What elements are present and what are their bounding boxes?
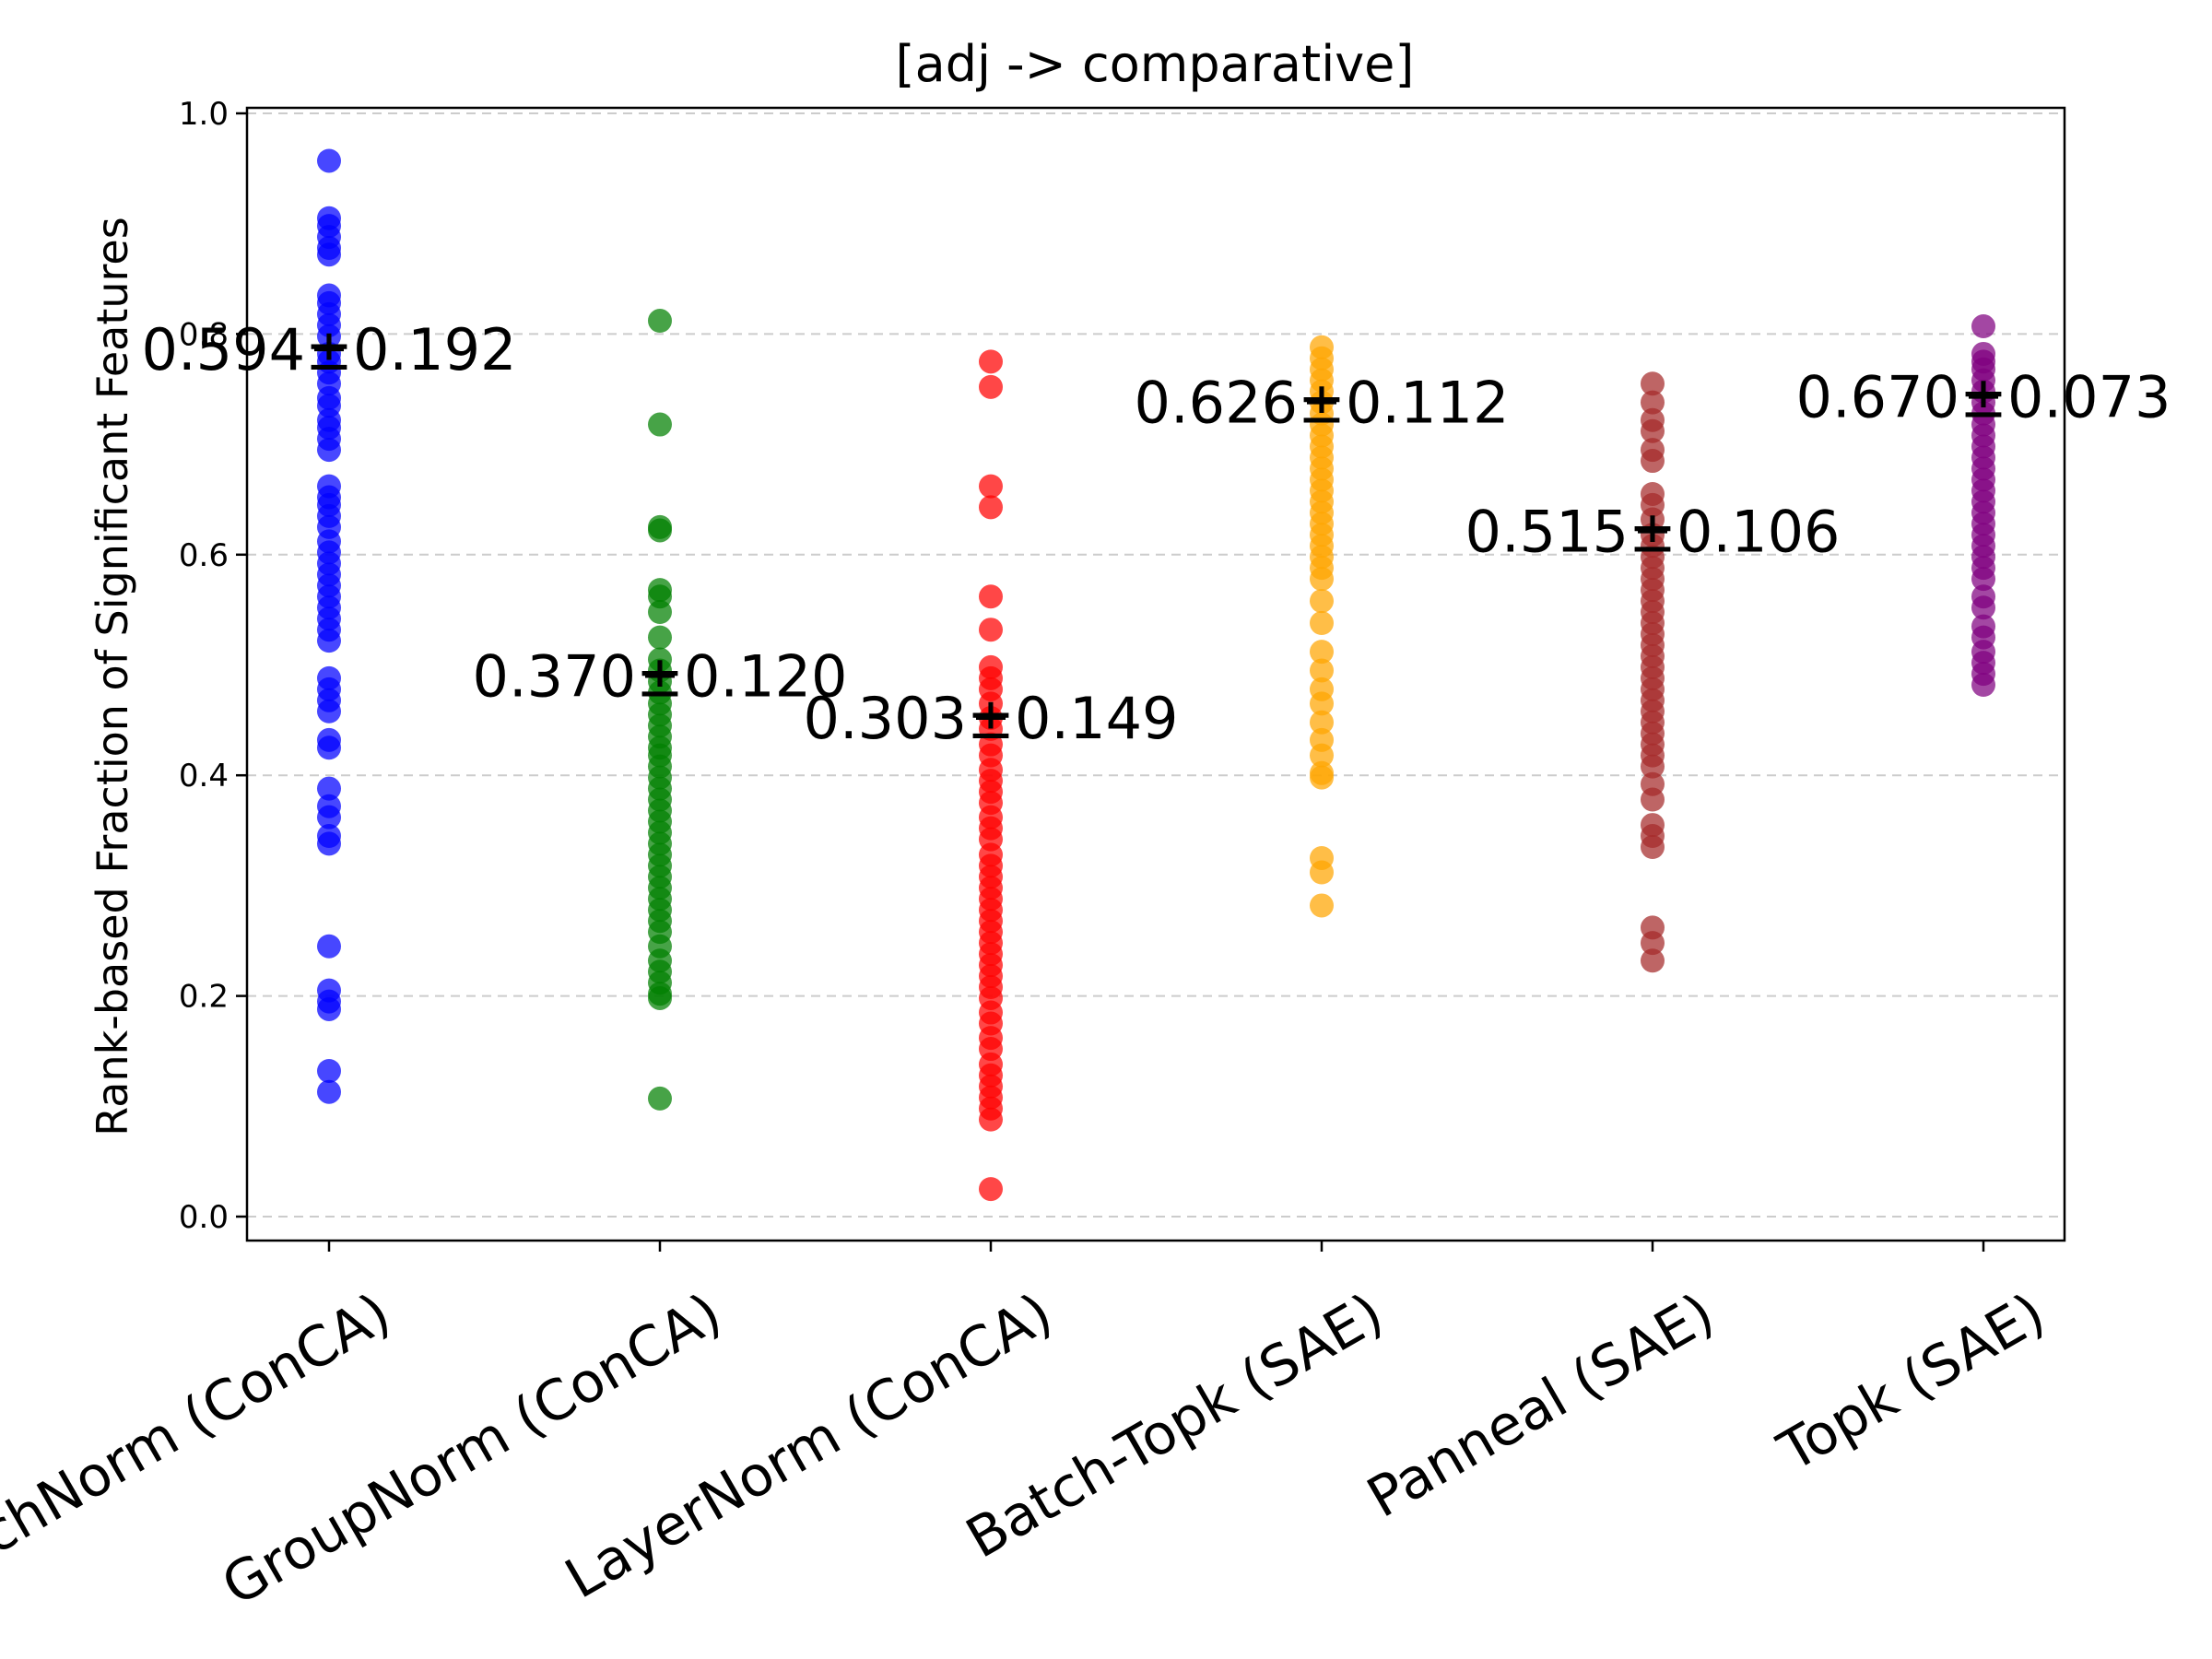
- data-point: [317, 934, 341, 959]
- data-point: [1641, 371, 1665, 396]
- y-tick-label: 0.4: [179, 758, 229, 794]
- mean-std-label: 0.370±0.120: [473, 642, 848, 710]
- data-point: [1310, 658, 1334, 683]
- x-tick-label: Topk (SAE): [1767, 1281, 2055, 1485]
- data-point: [1310, 743, 1334, 768]
- data-point: [1310, 710, 1334, 735]
- series-topk-sae: [1971, 314, 1995, 698]
- series-batchnorm-conca: [317, 148, 341, 1104]
- y-tick-label: 0.0: [179, 1199, 229, 1236]
- mean-std-label: 0.515±0.106: [1465, 499, 1841, 566]
- data-point: [1310, 611, 1334, 636]
- mean-std-label: 0.626±0.112: [1135, 370, 1510, 437]
- data-point: [979, 349, 1003, 374]
- data-point: [317, 735, 341, 760]
- y-axis: 0.0 0.2 0.4 0.6 0.8 1.0: [179, 96, 247, 1236]
- data-point: [1641, 390, 1665, 415]
- data-point: [317, 1058, 341, 1083]
- data-point: [317, 776, 341, 801]
- data-point: [1641, 418, 1665, 443]
- data-point: [648, 625, 672, 650]
- data-point: [1971, 567, 1995, 592]
- data-point: [1971, 673, 1995, 698]
- data-point: [1641, 787, 1665, 812]
- data-point: [1310, 765, 1334, 790]
- gridlines: [247, 112, 2065, 1218]
- chart-title: [adj -> comparative]: [896, 35, 1415, 93]
- data-point: [1641, 449, 1665, 474]
- data-point: [317, 805, 341, 830]
- y-axis-label: Rank-based Fraction of Significant Featu…: [88, 217, 137, 1135]
- data-point: [648, 309, 672, 334]
- data-point: [1310, 860, 1334, 885]
- data-point: [317, 242, 341, 267]
- data-point: [317, 996, 341, 1021]
- data-point: [317, 831, 341, 856]
- y-tick-label: 0.2: [179, 979, 229, 1016]
- data-point: [979, 1177, 1003, 1202]
- x-tick-label: Panneal (SAE): [1357, 1281, 1724, 1531]
- data-point: [979, 584, 1003, 609]
- series-layernorm-conca: [979, 349, 1003, 1202]
- data-point: [1310, 567, 1334, 592]
- y-tick-label: 1.0: [179, 96, 229, 133]
- data-point: [1310, 691, 1334, 716]
- data-point: [979, 495, 1003, 520]
- data-point: [1641, 835, 1665, 860]
- data-point: [1971, 595, 1995, 620]
- data-point: [317, 699, 341, 724]
- x-tick-label: BatchNorm (ConCA): [0, 1281, 402, 1614]
- data-point: [979, 474, 1003, 499]
- data-point: [1641, 948, 1665, 973]
- x-axis: BatchNorm (ConCA)GroupNorm (ConCA)LayerN…: [0, 1241, 2056, 1618]
- data-point: [317, 324, 341, 348]
- data-point: [648, 600, 672, 625]
- data-point: [979, 374, 1003, 399]
- data-point: [1310, 893, 1334, 918]
- series-panneal-sae: [1641, 371, 1665, 973]
- data-point: [648, 1086, 672, 1111]
- data-point: [317, 1079, 341, 1104]
- data-point: [317, 438, 341, 463]
- data-point: [979, 1107, 1003, 1132]
- series-groupnorm-conca: [648, 309, 672, 1111]
- data-point: [1641, 931, 1665, 956]
- mean-std-label: 0.670±0.073: [1796, 364, 2171, 431]
- data-point: [1641, 754, 1665, 779]
- mean-std-label: 0.303±0.149: [804, 685, 1179, 752]
- plot-frame: [245, 106, 2066, 1242]
- data-point: [648, 412, 672, 437]
- data-point: [317, 148, 341, 173]
- data-point: [1310, 589, 1334, 614]
- mean-std-label: 0.594±0.192: [142, 316, 517, 383]
- data-point: [648, 518, 672, 543]
- data-point: [648, 985, 672, 1010]
- data-point: [317, 629, 341, 653]
- data-point: [1310, 640, 1334, 665]
- data-point: [1971, 314, 1995, 339]
- y-tick-label: 0.8: [179, 316, 229, 353]
- y-tick-label: 0.6: [179, 537, 229, 574]
- data-point: [979, 618, 1003, 642]
